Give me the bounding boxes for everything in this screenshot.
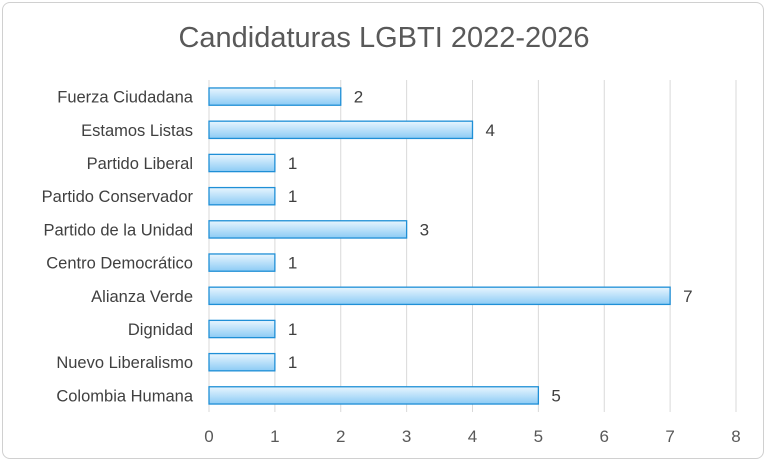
data-label: 1 xyxy=(288,320,297,339)
category-label: Fuerza Ciudadana xyxy=(57,89,194,107)
category-label: Centro Democrático xyxy=(46,255,193,273)
x-axis-ticks: 0 1 2 3 4 5 6 7 8 xyxy=(204,427,740,446)
bar xyxy=(208,186,276,206)
data-label: 1 xyxy=(288,154,297,173)
x-tick-label: 0 xyxy=(204,427,213,446)
bar xyxy=(208,120,474,140)
bars xyxy=(208,87,671,405)
category-label: Partido Liberal xyxy=(87,155,193,173)
x-tick-label: 2 xyxy=(336,427,345,446)
bar xyxy=(208,386,540,405)
x-tick-label: 1 xyxy=(270,427,279,446)
bar xyxy=(208,286,671,306)
data-label: 4 xyxy=(486,121,495,140)
data-label: 3 xyxy=(420,220,429,239)
x-tick-label: 6 xyxy=(600,427,609,446)
data-label: 7 xyxy=(683,287,692,306)
category-label: Alianza Verde xyxy=(91,288,193,306)
data-label: 5 xyxy=(551,386,560,405)
x-tick-label: 7 xyxy=(665,427,674,446)
bar xyxy=(208,253,276,272)
x-tick-label: 3 xyxy=(402,427,411,446)
category-label: Estamos Listas xyxy=(81,122,193,140)
data-label: 1 xyxy=(288,353,297,372)
bar xyxy=(208,153,276,173)
data-labels: 2 4 1 1 3 1 7 1 1 5 xyxy=(288,88,693,406)
bar xyxy=(208,220,408,239)
bar xyxy=(208,352,276,372)
x-tick-label: 4 xyxy=(468,427,477,446)
bar xyxy=(208,87,342,106)
category-label: Partido Conservador xyxy=(42,188,194,206)
data-label: 2 xyxy=(354,88,363,107)
category-label: Colombia Humana xyxy=(56,387,193,405)
chart-title: Candidaturas LGBTI 2022-2026 xyxy=(178,22,589,54)
category-labels: Fuerza Ciudadana Estamos Listas Partido Li… xyxy=(42,89,194,406)
category-label: Partido de la Unidad xyxy=(43,221,193,239)
category-label: Nuevo Liberalismo xyxy=(56,354,193,372)
data-label: 1 xyxy=(288,254,297,273)
data-label: 1 xyxy=(288,187,297,206)
x-tick-label: 5 xyxy=(534,427,543,446)
category-label: Dignidad xyxy=(128,321,193,339)
x-tick-label: 8 xyxy=(731,427,740,446)
bar xyxy=(208,319,276,339)
